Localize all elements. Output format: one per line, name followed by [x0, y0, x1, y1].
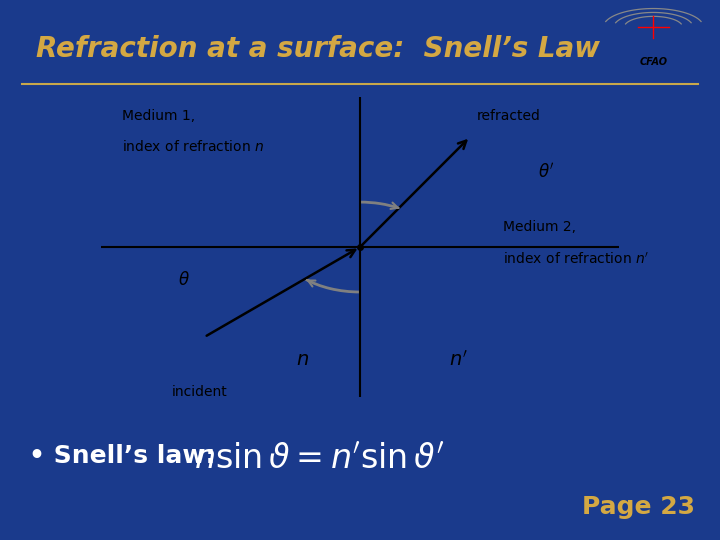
Text: index of refraction $n$: index of refraction $n$ — [122, 139, 264, 154]
Text: $n'$: $n'$ — [449, 349, 468, 369]
Text: $\theta$: $\theta$ — [178, 271, 189, 289]
Text: • Snell’s law:: • Snell’s law: — [29, 444, 215, 468]
Text: incident: incident — [171, 385, 228, 399]
Text: index of refraction $n'$: index of refraction $n'$ — [503, 252, 649, 267]
Text: $n$: $n$ — [297, 350, 310, 369]
Text: $\theta'$: $\theta'$ — [539, 163, 555, 181]
Text: Medium 1,: Medium 1, — [122, 109, 194, 123]
Text: $n \sin \vartheta = n^{\prime} \sin \vartheta^{\prime}$: $n \sin \vartheta = n^{\prime} \sin \var… — [194, 442, 445, 476]
Text: Page 23: Page 23 — [582, 496, 695, 519]
Text: refracted: refracted — [477, 109, 541, 123]
Text: CFAO: CFAO — [639, 57, 667, 67]
Text: Refraction at a surface:  Snell’s Law: Refraction at a surface: Snell’s Law — [36, 35, 600, 63]
Text: Medium 2,: Medium 2, — [503, 220, 575, 234]
